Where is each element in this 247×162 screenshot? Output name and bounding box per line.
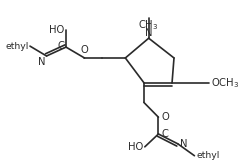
- Text: N: N: [38, 57, 45, 67]
- Text: CH$_3$: CH$_3$: [138, 18, 159, 32]
- Text: N: N: [180, 139, 187, 149]
- Text: C: C: [57, 41, 64, 51]
- Text: C: C: [161, 129, 168, 139]
- Text: N: N: [145, 28, 152, 38]
- Text: HO: HO: [128, 142, 143, 152]
- Text: OCH$_3$: OCH$_3$: [211, 76, 239, 90]
- Text: O: O: [81, 45, 88, 55]
- Text: ethyl: ethyl: [196, 151, 220, 160]
- Text: ethyl: ethyl: [6, 42, 29, 51]
- Text: O: O: [161, 112, 169, 122]
- Text: HO: HO: [49, 25, 64, 35]
